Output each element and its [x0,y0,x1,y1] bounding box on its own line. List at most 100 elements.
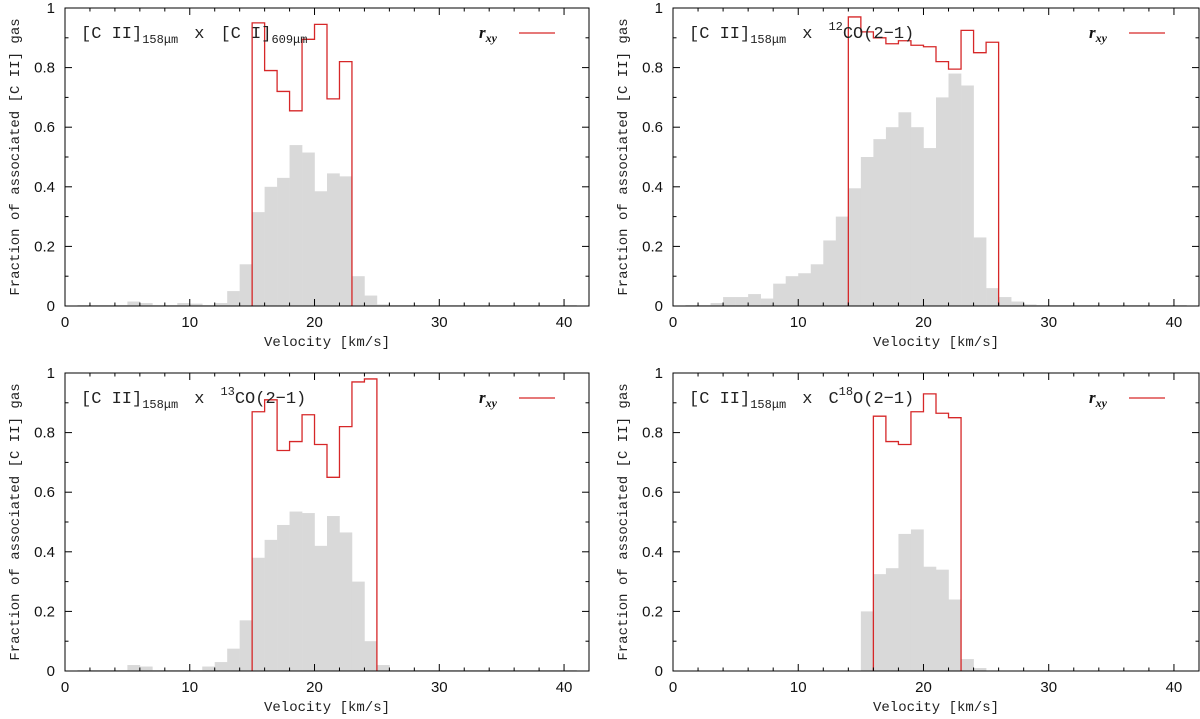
title-line-sub: 158μm [750,398,786,412]
y-tick-label: 0.2 [34,238,55,255]
histogram-bar [810,264,824,306]
histogram-bar [202,666,216,671]
histogram-bar [936,569,949,671]
histogram-bar [898,533,912,671]
legend-label-sub: xy [485,396,498,410]
histogram-bar [252,557,265,671]
legend-label-main: r [479,23,486,42]
title-line-sub: 158μm [750,33,786,47]
histogram-bar [351,276,365,306]
histogram-bars [77,145,577,306]
histogram-bar [898,112,912,306]
histogram-bar [723,297,736,306]
histogram-bar [264,539,278,671]
histogram-bar [1011,301,1024,306]
histogram-bar [961,85,974,306]
histogram-bar [998,297,1012,306]
title-species-rest: CO(2−1) [843,25,914,44]
y-tick-label: 0.4 [642,179,663,196]
x-tick-label: 10 [181,314,198,331]
histogram-bar [1023,304,1037,306]
x-tick-label: 30 [431,314,448,331]
y-tick-label: 0.8 [34,425,55,442]
histogram-bar [339,532,353,671]
y-tick-label: 0.4 [642,544,663,561]
y-tick-label: 1 [655,0,663,17]
histogram-bar [376,304,390,306]
legend-label-main: r [479,388,486,407]
histogram-bar [823,240,837,306]
y-tick-label: 0 [655,298,663,315]
y-tick-label: 0 [47,663,55,680]
histogram-bar [376,665,390,671]
y-tick-label: 1 [655,365,663,382]
y-tick-label: 1 [47,0,55,17]
histogram-bar [364,295,378,306]
chart-panel-2: 0 10 20 30 40 0 0.2 0.4 0.6 0.8 1 Velocity [km/s] Fr… [616,0,1200,351]
title-line: [C II] [81,390,142,409]
x-tick-label: 20 [306,314,323,331]
histogram-bars [77,511,577,671]
chart-panel-3: 0 10 20 30 40 0 0.2 0.4 0.6 0.8 1 Velocity [km/s] Fr… [8,365,590,716]
x-tick-label: 0 [669,314,677,331]
histogram-bar [227,291,240,306]
title-line-sub: 158μm [142,33,178,47]
title-op: x [194,25,204,44]
rxy-step-line [251,378,378,671]
title-op: x [802,390,812,409]
x-tick-label: 40 [1166,679,1183,696]
histogram-bar [860,157,874,306]
histogram-bar [773,283,787,306]
y-tick-label: 0.4 [34,544,55,561]
histogram-bar [289,511,303,671]
legend-label-sub: xy [1095,31,1108,45]
panel-title: [C II]158μm x 13CO(2−1) [81,385,306,412]
histogram-bar [748,294,761,306]
y-tick-label: 0.4 [34,179,55,196]
x-axis-label: Velocity [km/s] [873,700,999,716]
y-tick-label: 0.6 [642,484,663,501]
histogram-bar [277,177,290,306]
histogram-bar [798,273,812,306]
title-line: [C II] [689,390,750,409]
legend-label-main: r [1089,388,1096,407]
y-tick-label: 1 [47,365,55,382]
y-tick-label: 0.8 [642,60,663,77]
chart-panel-4: 0 10 20 30 40 0 0.2 0.4 0.6 0.8 1 Velocity [km/s] Fr… [616,365,1200,716]
y-tick-label: 0.8 [642,425,663,442]
histogram-bar [289,145,303,306]
histogram-bar [314,191,328,306]
histogram-bar [127,301,141,306]
histogram-bar [873,574,887,671]
title-species-sup: 18 [839,385,853,399]
histogram-bar [139,666,153,671]
x-axis-label: Velocity [km/s] [264,700,390,716]
rxy-step-line [872,393,962,671]
histogram-bar [860,611,874,671]
title-line: [C II] [689,25,750,44]
panel-title: [C II]158μm x [C I]609μm [81,25,307,47]
chart-panel-1: 0 10 20 30 40 0 0.2 0.4 0.6 0.8 1 Velocity [km/s] Fr… [8,0,590,351]
histogram-bar [214,662,228,671]
histogram-bar [277,524,290,671]
histogram-bar [910,529,924,671]
histogram-bar [835,216,849,306]
legend-label-main: r [1089,23,1096,42]
x-tick-label: 10 [181,679,198,696]
histogram-bar [873,139,887,306]
y-tick-label: 0.2 [34,603,55,620]
y-axis-label: Fraction of associated [C II] gas [616,18,632,295]
histogram-bar [264,186,278,306]
title-species-rest: O(2−1) [853,390,914,409]
histogram-bar [936,97,949,307]
histogram-bar [189,303,203,306]
y-tick-label: 0.2 [642,238,663,255]
histogram-bar [214,303,228,306]
histogram-bar [327,173,340,306]
title-species-sub: 609μm [271,33,307,47]
histogram-bar [239,620,253,671]
histogram-bar [961,659,974,671]
legend-label-sub: xy [485,31,498,45]
x-tick-label: 40 [556,679,573,696]
